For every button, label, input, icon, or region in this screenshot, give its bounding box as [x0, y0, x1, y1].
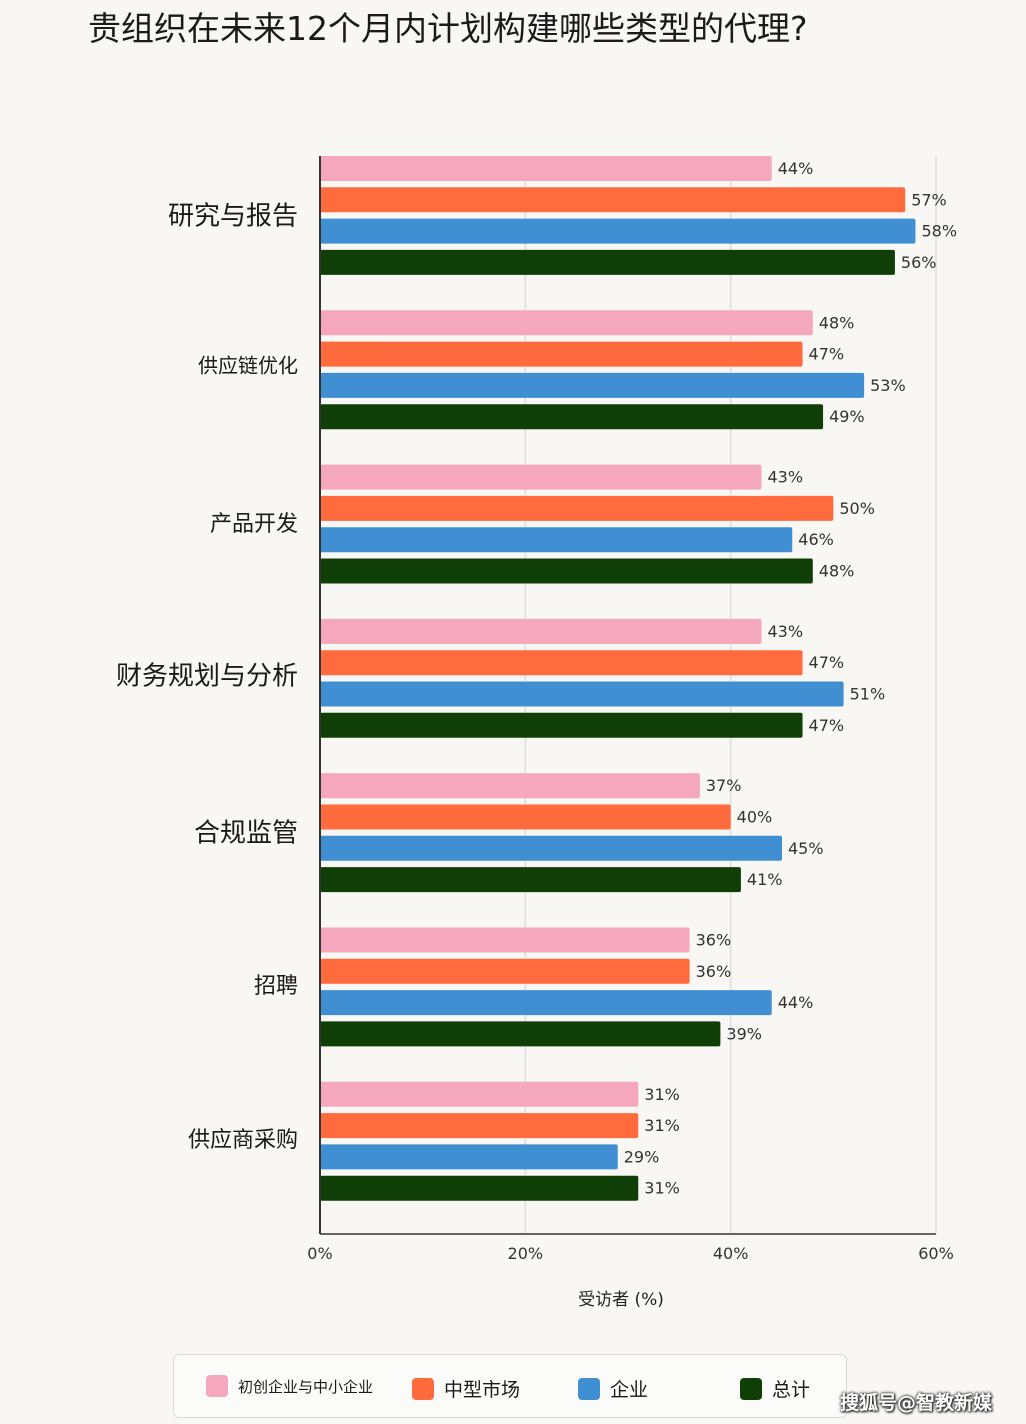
bar — [320, 1175, 639, 1201]
bar — [320, 464, 762, 490]
watermark: 搜狐号@智教新媒 — [840, 1392, 993, 1414]
data-label: 47% — [809, 653, 845, 672]
category-label: 合规监管 — [194, 819, 298, 849]
bar — [320, 681, 844, 707]
bar — [320, 1021, 721, 1047]
category-label: 供应商采购 — [188, 1128, 298, 1153]
category-label: 财务规划与分析 — [116, 662, 298, 692]
data-label: 49% — [829, 407, 865, 426]
data-label: 58% — [921, 222, 957, 241]
legend-label-startup-smb: 初创企业与中小企业 — [238, 1377, 374, 1396]
data-label: 31% — [644, 1085, 680, 1104]
bar — [320, 1113, 639, 1139]
legend-swatch-enterprise — [578, 1377, 600, 1400]
data-label: 39% — [726, 1024, 762, 1043]
legend-swatch-startup-smb — [206, 1375, 228, 1397]
legend: 初创企业与中小企业 中型市场 企业 总计 — [173, 1354, 847, 1418]
legend-item-total: 总计 — [740, 1375, 810, 1402]
x-tick-label: 20% — [508, 1244, 544, 1263]
x-tick-label: 60% — [918, 1244, 954, 1263]
bar — [320, 927, 690, 953]
bar — [320, 650, 803, 676]
data-label: 56% — [901, 253, 937, 272]
bar — [320, 773, 700, 799]
data-label: 53% — [870, 376, 906, 395]
x-axis-title: 受访者 (%) — [578, 1290, 664, 1310]
data-label: 46% — [798, 530, 834, 549]
legend-item-midmarket: 中型市场 — [412, 1375, 520, 1402]
bar — [320, 156, 772, 181]
data-label: 29% — [624, 1147, 660, 1166]
data-label: 43% — [767, 622, 803, 641]
bar — [320, 372, 865, 398]
bar — [320, 341, 803, 367]
legend-label-total: 总计 — [772, 1379, 811, 1401]
bar — [320, 835, 782, 861]
bar — [320, 1144, 618, 1170]
data-label: 37% — [706, 776, 742, 795]
legend-label-midmarket: 中型市场 — [444, 1379, 521, 1401]
bar — [320, 990, 772, 1016]
bar — [320, 867, 741, 893]
legend-swatch-midmarket — [412, 1377, 434, 1400]
data-label: 36% — [696, 931, 732, 950]
bar — [320, 187, 906, 213]
x-tick-label: 0% — [307, 1244, 332, 1263]
bar — [320, 527, 793, 553]
data-label: 51% — [850, 685, 886, 704]
category-label: 招聘 — [254, 974, 298, 999]
data-label: 48% — [819, 313, 855, 332]
data-label: 47% — [809, 345, 845, 364]
bar — [320, 249, 895, 275]
bar — [320, 958, 690, 984]
data-label: 43% — [767, 468, 803, 487]
data-label: 40% — [737, 808, 773, 827]
bar — [320, 495, 834, 521]
data-label: 50% — [839, 499, 875, 518]
data-label: 48% — [819, 562, 855, 581]
data-label: 44% — [778, 159, 814, 178]
legend-label-enterprise: 企业 — [610, 1379, 649, 1401]
bar — [320, 404, 824, 430]
data-label: 45% — [788, 839, 824, 858]
bar — [320, 558, 813, 584]
bar — [320, 618, 762, 644]
legend-item-enterprise: 企业 — [578, 1375, 648, 1402]
data-label: 57% — [911, 190, 947, 209]
data-label: 47% — [809, 716, 845, 735]
bar-chart: 44% 57% 58% 56% 研究与报告 48% 47% 53% 49% 供应链优化 43% 50%… — [116, 156, 957, 1310]
data-label: 44% — [778, 993, 814, 1012]
x-tick-label: 40% — [713, 1244, 749, 1263]
bar — [320, 218, 916, 244]
bar — [320, 310, 813, 336]
legend-swatch-total — [740, 1377, 762, 1400]
data-label: 31% — [644, 1179, 680, 1198]
data-label: 31% — [644, 1116, 680, 1135]
category-label: 供应链优化 — [198, 354, 298, 378]
legend-item-startup-smb: 初创企业与中小企业 — [206, 1375, 373, 1397]
data-label: 41% — [747, 870, 783, 889]
category-label: 产品开发 — [210, 512, 298, 537]
chart-title: 贵组织在未来12个月内计划构建哪些类型的代理? — [88, 9, 808, 48]
category-label: 研究与报告 — [168, 202, 298, 232]
bar — [320, 712, 803, 738]
data-label: 36% — [696, 962, 732, 981]
bar — [320, 804, 731, 830]
bar — [320, 1081, 639, 1107]
